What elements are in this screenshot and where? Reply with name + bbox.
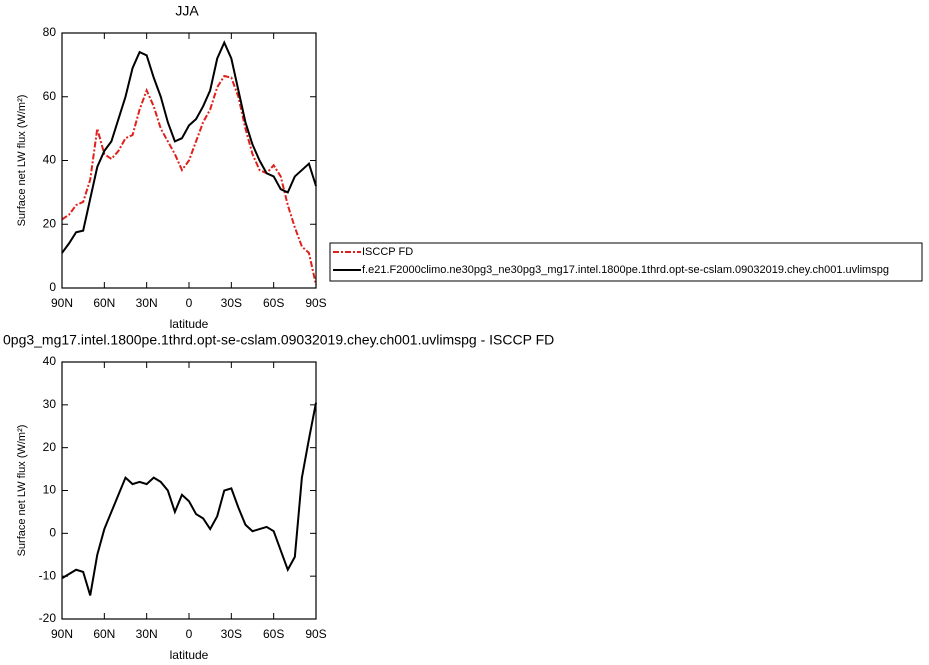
y-tick-label: 30 xyxy=(43,397,57,411)
chart-title: JJA xyxy=(175,3,199,19)
x-tick-label: 30N xyxy=(136,296,158,310)
y-tick-label: -10 xyxy=(39,568,57,582)
y-tick-label: 10 xyxy=(43,483,57,497)
x-tick-label: 30N xyxy=(136,627,158,641)
y-tick-label: 40 xyxy=(43,153,57,167)
y-tick-label: 20 xyxy=(43,216,57,230)
y-tick-label: 60 xyxy=(43,89,57,103)
x-tick-label: 60S xyxy=(263,627,284,641)
x-tick-label: 90N xyxy=(51,296,73,310)
plot-frame xyxy=(61,32,317,289)
y-tick-label: -20 xyxy=(39,611,57,625)
data-line xyxy=(61,74,317,286)
y-tick-label: 0 xyxy=(49,280,56,294)
chart-title: 0pg3_mg17.intel.1800pe.1thrd.opt-se-csla… xyxy=(3,332,554,348)
x-tick-label: 60N xyxy=(93,296,115,310)
data-line xyxy=(61,40,317,254)
y-tick-label: 80 xyxy=(43,25,57,39)
y-tick-label: 40 xyxy=(43,354,57,368)
x-tick-label: 0 xyxy=(186,296,193,310)
x-tick-label: 90S xyxy=(305,296,326,310)
x-tick-label: 60S xyxy=(263,296,284,310)
y-axis-label: Surface net LW flux (W/m²) xyxy=(16,95,28,227)
x-tick-label: 60N xyxy=(93,627,115,641)
x-tick-label: 90S xyxy=(305,627,326,641)
plot-frame xyxy=(61,361,317,620)
legend-box xyxy=(329,242,923,282)
x-axis-label: latitude xyxy=(170,648,209,662)
x-tick-label: 90N xyxy=(51,627,73,641)
x-tick-label: 0 xyxy=(186,627,193,641)
y-tick-label: 20 xyxy=(43,440,57,454)
x-axis-label: latitude xyxy=(170,317,209,331)
y-axis-label: Surface net LW flux (W/m²) xyxy=(16,425,28,557)
data-line xyxy=(61,402,317,596)
x-tick-label: 30S xyxy=(221,627,242,641)
x-tick-label: 30S xyxy=(221,296,242,310)
y-tick-label: 0 xyxy=(49,526,56,540)
legend-label: ISCCP FD xyxy=(362,246,413,258)
legend-label: f.e21.F2000climo.ne30pg3_ne30pg3_mg17.in… xyxy=(362,264,889,276)
